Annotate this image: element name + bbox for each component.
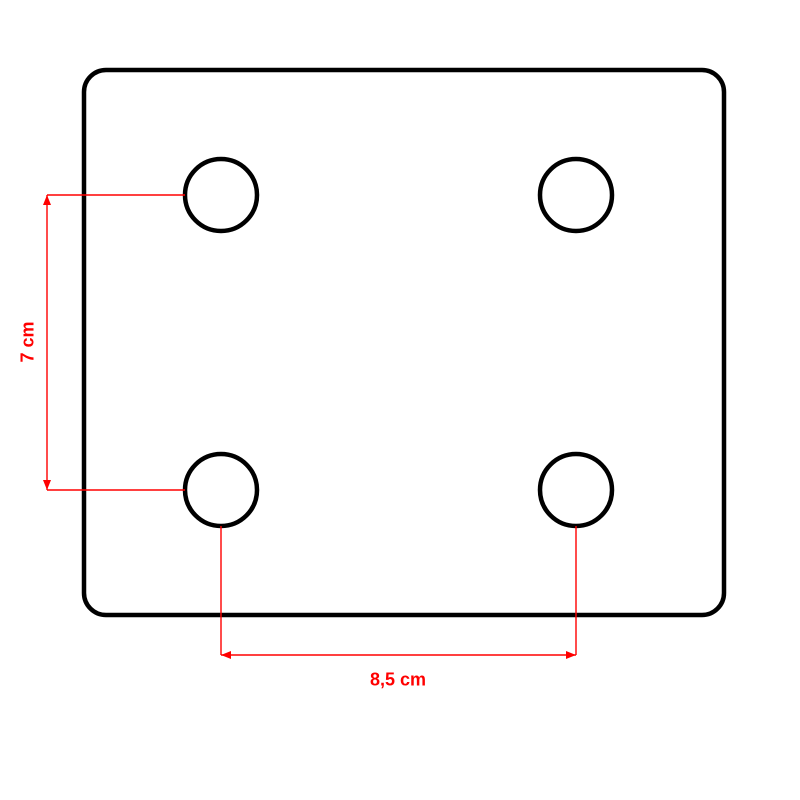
hole-bottom-right: [540, 454, 612, 526]
arrowhead: [43, 195, 51, 205]
arrowhead: [43, 480, 51, 490]
hole-top-left: [185, 159, 257, 231]
arrowhead: [566, 651, 576, 659]
dimension-label-vertical: 7 cm: [18, 321, 39, 362]
mounting-plate: [84, 70, 724, 615]
dimension-label-horizontal: 8,5 cm: [370, 670, 426, 691]
hole-bottom-left: [185, 454, 257, 526]
arrowhead: [221, 651, 231, 659]
hole-top-right: [540, 159, 612, 231]
diagram-canvas: 7 cm 8,5 cm: [0, 0, 800, 800]
